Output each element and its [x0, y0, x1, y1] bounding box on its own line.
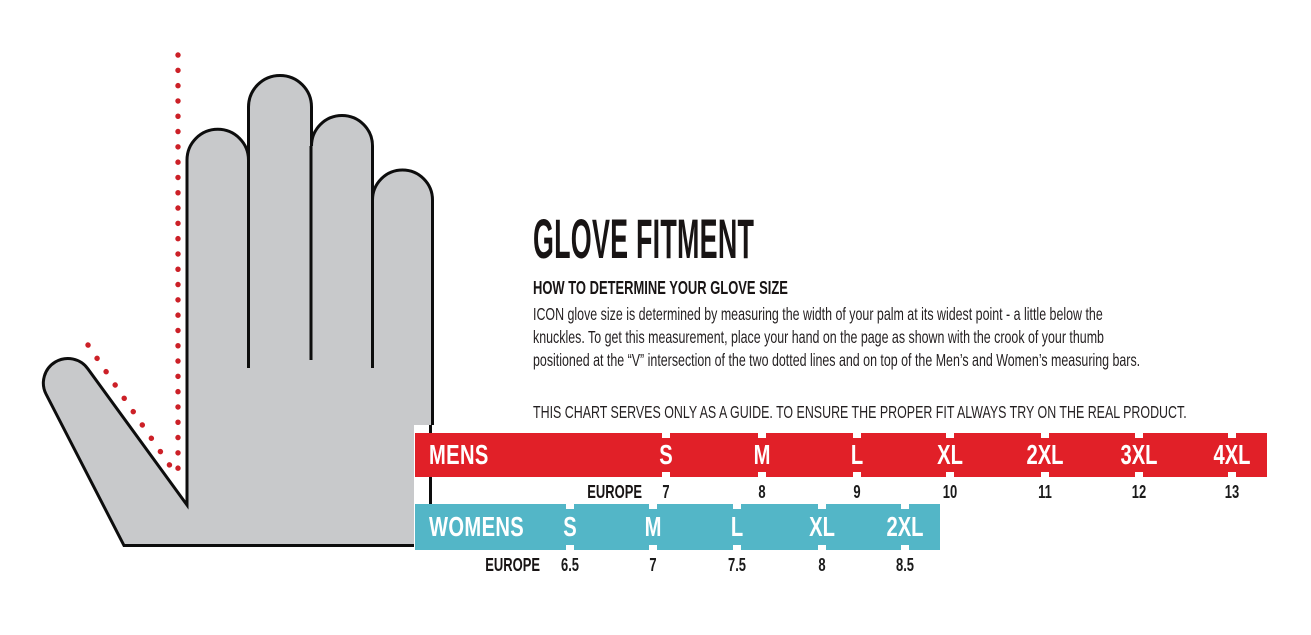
mens-europe-value: 12 [1131, 482, 1147, 502]
size-tick-mark [818, 504, 826, 509]
page-title: GLOVE FITMENT [533, 207, 755, 270]
womens-europe-label: EUROPE [485, 555, 540, 575]
mens-europe-value: 8 [758, 482, 766, 502]
size-tick-mark [733, 545, 741, 550]
mens-size-label: S [659, 439, 673, 470]
mens-europe-value: 11 [1038, 482, 1052, 502]
size-tick-mark [566, 545, 574, 550]
mens-size-label: XL [937, 439, 963, 470]
instruction-line: ICON glove size is determined by measuri… [533, 304, 1103, 324]
mens-europe-value: 9 [853, 482, 861, 502]
mens-size-label: 4XL [1213, 439, 1251, 470]
instruction-line: positioned at the “V” intersection of th… [533, 350, 1141, 370]
instruction-line: knuckles. To get this measurement, place… [533, 327, 1104, 347]
size-tick-mark [649, 504, 657, 509]
mens-size-label: 3XL [1120, 439, 1158, 470]
mens-bar-label: MENS [429, 439, 489, 470]
size-tick-mark [1041, 433, 1049, 438]
womens-europe-value: 8 [818, 555, 826, 575]
size-tick-mark [758, 433, 766, 438]
mens-europe-label: EUROPE [587, 482, 642, 502]
size-tick-mark [1041, 472, 1049, 477]
womens-size-label: 2XL [886, 511, 924, 542]
hand-outline [41, 74, 434, 547]
womens-europe-value: 7 [649, 555, 657, 575]
size-tick-mark [662, 472, 670, 477]
mens-size-label: L [850, 439, 864, 470]
palm-edge-line [429, 477, 432, 504]
womens-europe-value: 8.5 [895, 555, 915, 575]
womens-bar-label: WOMENS [429, 511, 525, 542]
diagonal-dotted-line [85, 342, 181, 481]
size-tick-mark [901, 545, 909, 550]
size-tick-mark [901, 504, 909, 509]
mens-europe-value: 10 [942, 482, 958, 502]
size-tick-mark [1228, 433, 1236, 438]
size-tick-mark [1135, 433, 1143, 438]
womens-size-label: M [644, 511, 662, 542]
size-tick-mark [566, 504, 574, 509]
palm-edge-line [429, 425, 432, 434]
size-tick-mark [853, 472, 861, 477]
mens-size-bar: MENS [415, 433, 1267, 477]
womens-europe-value: 6.5 [560, 555, 580, 575]
mens-size-label: 2XL [1026, 439, 1064, 470]
womens-europe-value: 7.5 [727, 555, 747, 575]
section-heading: HOW TO DETERMINE YOUR GLOVE SIZE [533, 277, 788, 298]
womens-size-label: L [730, 511, 744, 542]
size-tick-mark [662, 433, 670, 438]
womens-size-label: S [563, 511, 577, 542]
womens-size-bar: WOMENS [415, 504, 940, 550]
size-tick-mark [946, 472, 954, 477]
mens-size-label: M [753, 439, 771, 470]
disclaimer-text: THIS CHART SERVES ONLY AS A GUIDE. TO EN… [533, 402, 1187, 422]
instruction-text: ICON glove size is determined by measuri… [533, 303, 1140, 372]
mens-europe-value: 13 [1224, 482, 1240, 502]
size-tick-mark [758, 472, 766, 477]
size-tick-mark [733, 504, 741, 509]
size-tick-mark [649, 545, 657, 550]
mens-europe-value: 7 [662, 482, 670, 502]
size-tick-mark [853, 433, 861, 438]
size-tick-mark [1135, 472, 1143, 477]
womens-size-label: XL [809, 511, 835, 542]
size-tick-mark [1228, 472, 1236, 477]
hand-illustration [41, 52, 434, 547]
size-tick-mark [946, 433, 954, 438]
size-tick-mark [818, 545, 826, 550]
